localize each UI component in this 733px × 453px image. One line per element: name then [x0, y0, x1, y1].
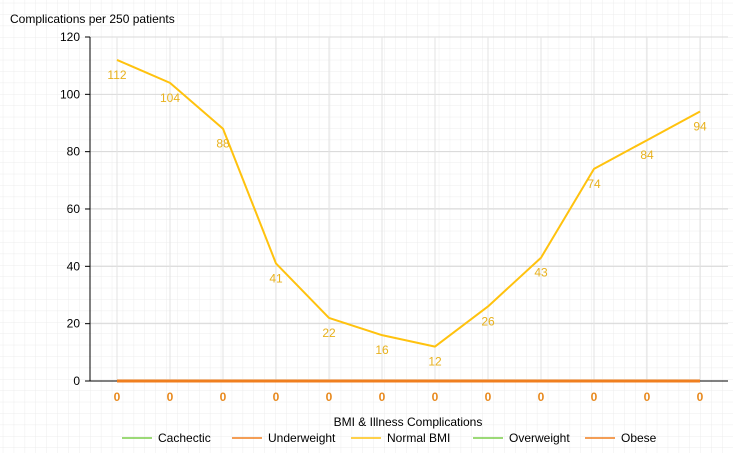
- data-label-normal-bmi: 112: [107, 68, 126, 82]
- y-axis-title: Complications per 250 patients: [10, 12, 175, 26]
- data-label-zero: 0: [485, 390, 492, 404]
- data-label-zero: 0: [432, 390, 439, 404]
- major-grid: [90, 36, 728, 382]
- data-label-normal-bmi: 12: [428, 355, 442, 369]
- data-label-zero: 0: [220, 390, 227, 404]
- y-tick-label: 20: [67, 317, 81, 331]
- legend-label: Normal BMI: [387, 431, 450, 445]
- value-labels: 112 104 88 41 22 16 12 26 43 74 84 94: [107, 68, 707, 369]
- legend-label: Obese: [621, 431, 657, 445]
- data-label-zero: 0: [379, 390, 386, 404]
- legend-label: Underweight: [268, 431, 336, 445]
- y-tick-labels: 0 20 40 60 80 100 120: [60, 30, 90, 388]
- data-label-zero: 0: [273, 390, 280, 404]
- data-label-normal-bmi: 16: [375, 343, 389, 357]
- data-label-zero: 0: [591, 390, 598, 404]
- y-tick-label: 100: [60, 87, 80, 101]
- legend-label: Overweight: [509, 431, 570, 445]
- legend-label: Cachectic: [158, 431, 211, 445]
- data-label-zero: 0: [114, 390, 121, 404]
- data-label-zero: 0: [697, 390, 704, 404]
- data-label-normal-bmi: 26: [481, 314, 495, 328]
- y-tick-label: 0: [73, 374, 80, 388]
- zero-value-labels: 0 0 0 0 0 0 0 0 0 0 0 0: [114, 390, 704, 404]
- data-label-normal-bmi: 74: [587, 177, 601, 191]
- data-label-normal-bmi: 43: [534, 266, 548, 280]
- data-label-zero: 0: [167, 390, 174, 404]
- data-label-normal-bmi: 94: [693, 120, 707, 134]
- x-axis-title: BMI & Illness Complications: [334, 415, 483, 429]
- data-label-normal-bmi: 104: [160, 91, 180, 105]
- y-tick-label: 120: [60, 30, 80, 44]
- y-tick-label: 80: [67, 145, 81, 159]
- data-label-zero: 0: [326, 390, 333, 404]
- y-tick-label: 40: [67, 259, 81, 273]
- data-label-normal-bmi: 84: [640, 148, 654, 162]
- data-label-zero: 0: [538, 390, 545, 404]
- data-label-normal-bmi: 41: [269, 271, 283, 285]
- data-label-zero: 0: [644, 390, 651, 404]
- series-lines: [116, 59, 701, 383]
- data-label-normal-bmi: 88: [216, 137, 230, 151]
- legend: Cachectic Underweight Normal BMI Overweight…: [122, 431, 657, 445]
- series-line-normal-bmi: [116, 59, 701, 348]
- data-label-normal-bmi: 22: [322, 326, 336, 340]
- y-tick-label: 60: [67, 202, 81, 216]
